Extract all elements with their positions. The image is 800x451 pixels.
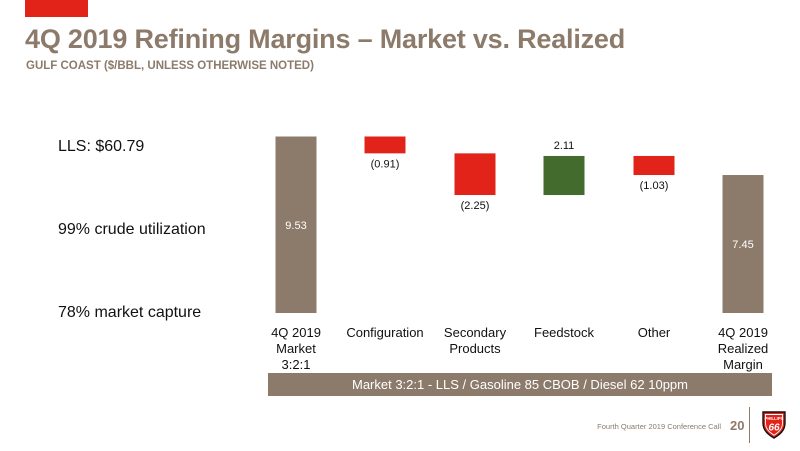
waterfall-bar <box>633 155 675 176</box>
waterfall-bar <box>454 153 496 196</box>
bar-value-label: 2.11 <box>554 140 575 152</box>
footer-divider <box>749 407 750 443</box>
bar-value-label: 7.45 <box>732 239 753 251</box>
page-number: 20 <box>730 418 745 433</box>
category-label: 4Q 2019 <box>718 325 768 340</box>
category-label: Configuration <box>346 325 423 340</box>
footer-event-name: Fourth Quarter 2019 Conference Call <box>597 422 721 431</box>
page-subtitle: GULF COAST ($/BBL, UNLESS OTHERWISE NOTE… <box>26 60 314 72</box>
header-accent-bar <box>25 0 88 17</box>
logo-number: 66 <box>768 423 780 434</box>
bar-value-label: (1.03) <box>640 180 669 192</box>
category-label: Other <box>638 325 671 340</box>
category-label: Products <box>449 341 501 356</box>
phillips66-logo: PHILLIPS 66 <box>762 411 786 439</box>
page-title: 4Q 2019 Refining Margins – Market vs. Re… <box>25 24 626 54</box>
chart-footnote: Market 3:2:1 - LLS / Gasoline 85 CBOB / … <box>268 373 772 396</box>
category-label: 4Q 2019 <box>271 325 321 340</box>
category-label: Feedstock <box>534 325 594 340</box>
bar-value-label: (0.91) <box>371 158 400 170</box>
waterfall-bar <box>722 175 764 313</box>
category-label: 3:2:1 <box>282 357 311 372</box>
category-label: Market <box>276 341 316 356</box>
logo-wordmark: PHILLIPS <box>765 416 784 421</box>
bar-value-label: (2.25) <box>461 200 490 212</box>
chart-footnote-text: Market 3:2:1 - LLS / Gasoline 85 CBOB / … <box>351 377 688 392</box>
kpi-crude-utilization: 99% crude utilization <box>58 221 206 238</box>
bar-value-label: 9.53 <box>285 220 306 232</box>
waterfall-bar <box>275 136 317 313</box>
category-label: Realized <box>718 341 769 356</box>
waterfall-bar <box>543 155 585 196</box>
waterfall-bar <box>364 136 406 154</box>
category-label: Secondary <box>444 325 507 340</box>
kpi-lls-price: LLS: $60.79 <box>58 138 145 155</box>
category-label: Margin <box>723 357 763 372</box>
kpi-market-capture: 78% market capture <box>58 304 202 321</box>
